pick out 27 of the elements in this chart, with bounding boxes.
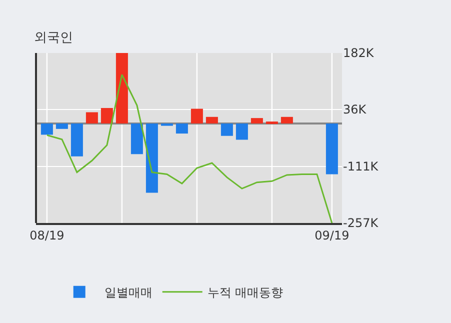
bar [190, 108, 203, 124]
bar [206, 116, 218, 124]
bar [280, 116, 293, 124]
bar [130, 123, 143, 154]
bar [250, 118, 263, 124]
chart-title: 외국인 [34, 30, 73, 46]
y-tick-label: 36K [343, 102, 368, 117]
bar [176, 123, 188, 134]
y-tick-label: 182K [343, 46, 375, 60]
bar [220, 123, 233, 136]
bar [116, 53, 128, 124]
y-tick-label: -111K [343, 160, 380, 174]
bar [56, 123, 68, 129]
bar [236, 123, 248, 140]
line-series [46, 74, 333, 223]
x-tick-label: 08/19 [30, 228, 64, 242]
y-tick-label: -257K [343, 216, 380, 230]
bar [100, 108, 113, 124]
bar [146, 123, 158, 193]
legend-label: 일별매매 [104, 286, 152, 300]
legend-label: 누적 매매동향 [207, 286, 284, 300]
bar [40, 123, 53, 135]
bar [160, 123, 173, 126]
bar [86, 112, 98, 124]
bar [70, 123, 83, 156]
x-tick-label: 09/19 [314, 228, 350, 242]
bar [326, 123, 338, 174]
